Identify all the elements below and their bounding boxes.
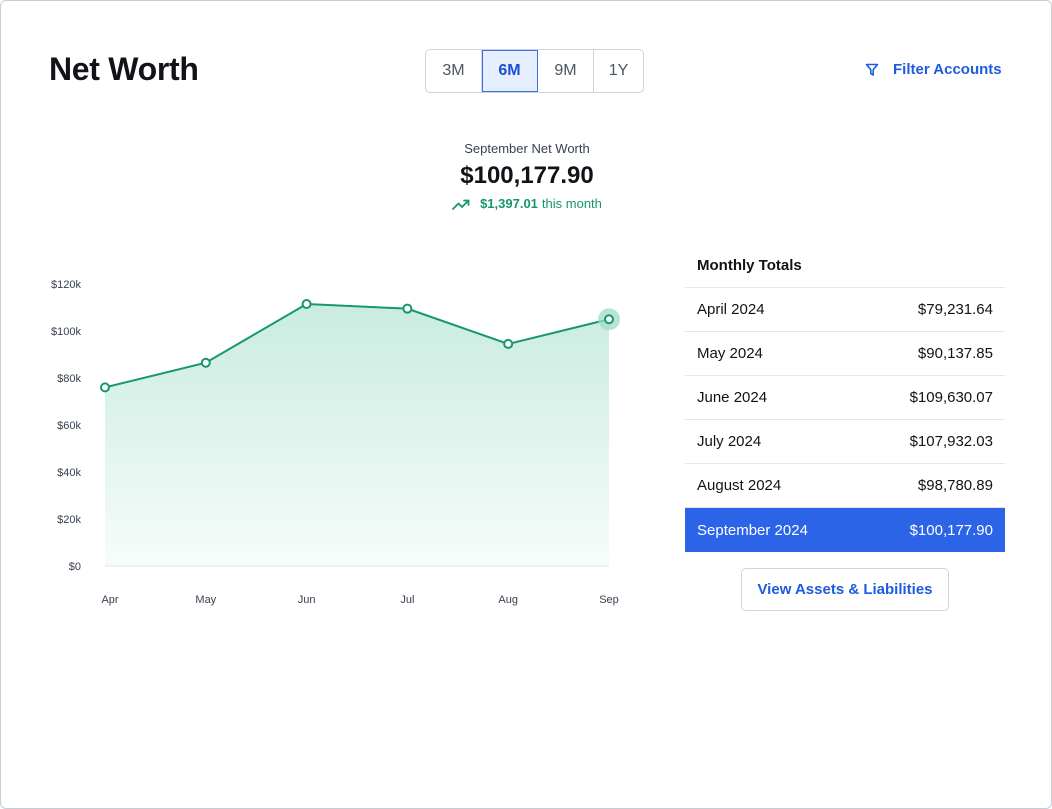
filter-accounts-label: Filter Accounts bbox=[893, 61, 1002, 78]
monthly-change: $1,397.01 this month bbox=[1, 196, 1052, 211]
y-tick-label: $60k bbox=[57, 420, 81, 432]
y-axis: $0 $20k $40k $60k $80k $100k $120k bbox=[51, 279, 81, 573]
table-heading: Monthly Totals bbox=[685, 244, 1005, 288]
row-total: $109,630.07 bbox=[909, 389, 993, 406]
monthly-totals-table: Monthly Totals April 2024 $79,231.64 May… bbox=[685, 244, 1005, 552]
row-month: June 2024 bbox=[697, 389, 768, 406]
x-tick-label: Aug bbox=[498, 594, 518, 606]
table-row[interactable]: May 2024 $90,137.85 bbox=[685, 332, 1005, 376]
table-row[interactable]: July 2024 $107,932.03 bbox=[685, 420, 1005, 464]
trending-up-icon bbox=[452, 199, 470, 210]
x-tick-label: May bbox=[195, 594, 216, 606]
data-point[interactable] bbox=[503, 338, 514, 349]
row-month: April 2024 bbox=[697, 301, 765, 318]
x-tick-label: Jul bbox=[400, 594, 414, 606]
table-row[interactable]: June 2024 $109,630.07 bbox=[685, 376, 1005, 420]
row-total: $107,932.03 bbox=[909, 433, 993, 450]
row-month: September 2024 bbox=[697, 521, 808, 539]
table-row[interactable]: April 2024 $79,231.64 bbox=[685, 288, 1005, 332]
x-tick-label: Sep bbox=[599, 594, 619, 606]
range-9m-button[interactable]: 9M bbox=[538, 50, 594, 92]
row-month: August 2024 bbox=[697, 477, 782, 494]
filter-accounts-button[interactable]: Filter Accounts bbox=[865, 61, 1002, 78]
range-1y-button[interactable]: 1Y bbox=[594, 50, 643, 92]
row-total: $100,177.90 bbox=[909, 521, 993, 539]
summary-label: September Net Worth bbox=[464, 141, 590, 156]
data-point[interactable] bbox=[604, 314, 614, 325]
time-range-selector: 3M 6M 9M 1Y bbox=[425, 49, 644, 93]
y-tick-label: $20k bbox=[57, 514, 81, 526]
summary-value: $100,177.90 bbox=[460, 162, 594, 189]
row-month: May 2024 bbox=[697, 345, 763, 362]
net-worth-summary: September Net Worth $100,177.90 $1,397.0… bbox=[1, 141, 1052, 211]
row-total: $79,231.64 bbox=[917, 301, 993, 318]
range-6m-button[interactable]: 6M bbox=[482, 50, 538, 92]
net-worth-chart: $0 $20k $40k $60k $80k $100k $120k Apr May Jun Ju… bbox=[51, 279, 620, 606]
data-point[interactable] bbox=[100, 382, 110, 393]
net-worth-line bbox=[104, 302, 610, 389]
table-row-selected[interactable]: September 2024 $100,177.90 bbox=[685, 508, 1005, 552]
y-tick-label: $100k bbox=[51, 326, 81, 338]
x-tick-label: Apr bbox=[101, 594, 118, 606]
x-tick-label: Jun bbox=[298, 594, 316, 606]
data-point[interactable] bbox=[200, 357, 211, 368]
x-axis: Apr May Jun Jul Aug Sep bbox=[101, 594, 618, 606]
range-3m-button[interactable]: 3M bbox=[426, 50, 482, 92]
data-points bbox=[100, 298, 620, 393]
row-month: July 2024 bbox=[697, 433, 762, 450]
data-point[interactable] bbox=[301, 298, 312, 309]
row-total: $98,780.89 bbox=[917, 477, 993, 494]
y-tick-label: $80k bbox=[57, 373, 81, 385]
net-worth-area bbox=[105, 303, 609, 566]
table-row[interactable]: August 2024 $98,780.89 bbox=[685, 464, 1005, 508]
y-tick-label: $40k bbox=[57, 467, 81, 479]
page-title: Net Worth bbox=[49, 51, 199, 87]
change-amount: $1,397.01 bbox=[480, 196, 538, 211]
filter-icon bbox=[865, 63, 879, 76]
view-assets-liabilities-button[interactable]: View Assets & Liabilities bbox=[741, 568, 949, 611]
y-tick-label: $120k bbox=[51, 279, 81, 291]
data-point[interactable] bbox=[402, 303, 413, 314]
change-suffix: this month bbox=[541, 196, 602, 211]
row-total: $90,137.85 bbox=[917, 345, 993, 362]
y-tick-label: $0 bbox=[69, 561, 81, 573]
